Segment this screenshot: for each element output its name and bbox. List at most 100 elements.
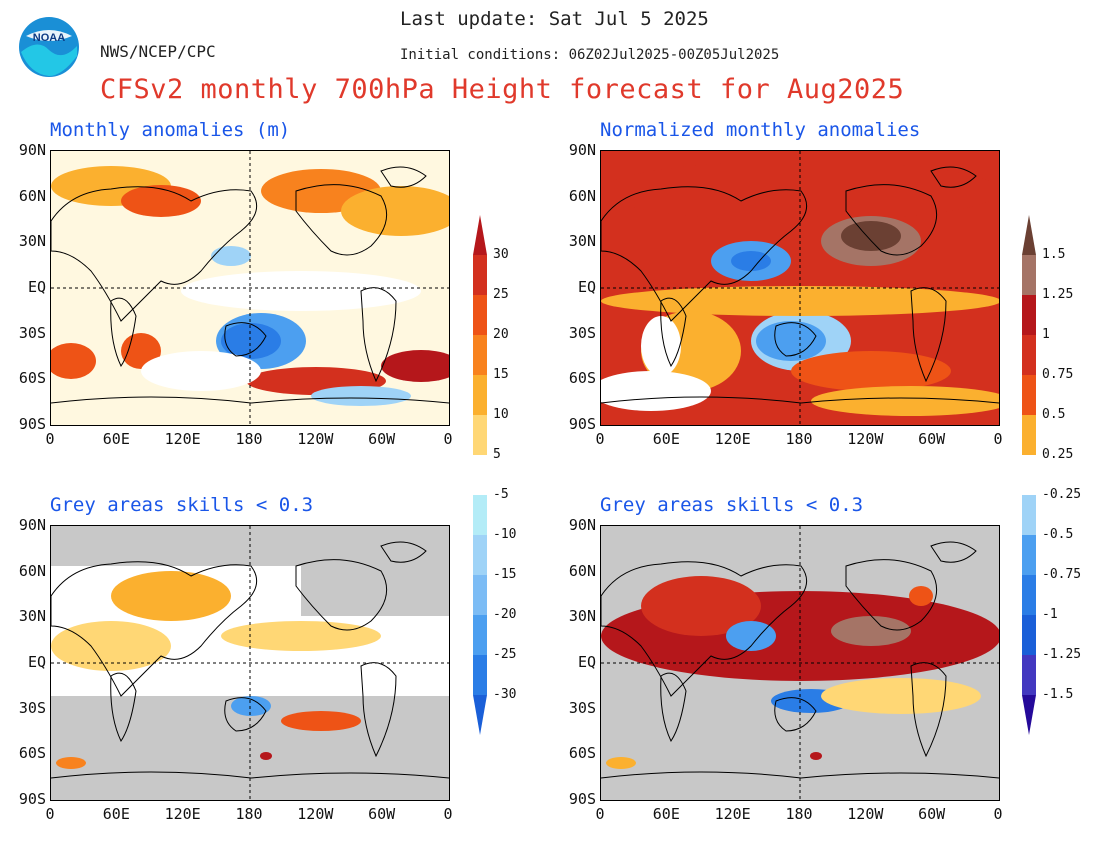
lat-label: 90N xyxy=(18,141,46,159)
colorbar-label: -5 xyxy=(493,487,509,502)
lon-label: 0 xyxy=(993,430,1003,448)
lat-label: 30N xyxy=(18,607,46,626)
lat-label: EQ xyxy=(27,653,46,671)
colorbar-label: 0.75 xyxy=(1042,367,1074,382)
colorbar-label: 10 xyxy=(493,407,509,422)
lon-label: 180 xyxy=(235,430,263,448)
lon-label: 0 xyxy=(45,430,55,448)
colorbar-label: -20 xyxy=(493,607,517,622)
lat-label: 90S xyxy=(568,790,596,808)
lon-label: 120E xyxy=(714,805,751,823)
lon-label: 180 xyxy=(785,430,813,448)
lat-label: 90N xyxy=(568,141,596,159)
colorbar-bin xyxy=(1022,695,1036,735)
lon-label: 60E xyxy=(652,805,680,823)
lat-label: 30S xyxy=(568,698,596,717)
colorbar-bin xyxy=(1022,535,1036,575)
colorbar-bin xyxy=(1022,415,1036,455)
colorbar-label: -10 xyxy=(493,527,517,542)
panel-title-top-right: Normalized monthly anomalies xyxy=(600,119,921,141)
lon-label: 0 xyxy=(993,805,1003,823)
colorbar-bin xyxy=(1022,655,1036,695)
lat-label: EQ xyxy=(577,653,596,671)
lon-label: 120W xyxy=(297,805,334,823)
org-label: NWS/NCEP/CPC xyxy=(100,42,216,61)
colorbar-label: -0.25 xyxy=(1042,487,1082,502)
colorbar-bin xyxy=(473,215,487,255)
lon-label: 120W xyxy=(847,805,884,823)
lat-label: EQ xyxy=(577,278,596,296)
colorbar-bin xyxy=(473,655,487,695)
map-panel-skill-normalized xyxy=(600,525,1000,801)
map-panel-skill-anomalies xyxy=(50,525,450,801)
page-title: CFSv2 monthly 700hPa Height forecast for… xyxy=(100,74,905,105)
lat-label: 30S xyxy=(18,698,46,717)
lat-label: 60S xyxy=(568,369,596,388)
colorbar-strip xyxy=(473,215,487,735)
colorbar-bin xyxy=(1022,295,1036,335)
lon-label: 0 xyxy=(595,805,605,823)
lon-label: 120E xyxy=(714,430,751,448)
colorbar-label: 20 xyxy=(493,327,509,342)
logo-text: NOAA xyxy=(33,32,65,44)
colorbar-bin xyxy=(473,575,487,615)
colorbar-bin xyxy=(473,375,487,415)
lat-label: 60S xyxy=(568,744,596,763)
lat-label: 90N xyxy=(18,516,46,534)
lon-label: 0 xyxy=(45,805,55,823)
lon-label: 180 xyxy=(235,805,263,823)
lat-label: 60S xyxy=(18,744,46,763)
colorbar-label: 0.25 xyxy=(1042,447,1074,462)
lon-label: 60W xyxy=(918,430,946,448)
lon-label: 120E xyxy=(164,805,201,823)
panel-title-bottom-left: Grey areas skills < 0.3 xyxy=(50,494,314,516)
lon-label: 180 xyxy=(785,805,813,823)
colorbar-bin xyxy=(1022,215,1036,255)
colorbar-bin xyxy=(473,295,487,335)
colorbar-bin xyxy=(473,535,487,575)
lat-label: 60N xyxy=(568,186,596,205)
lat-label: 30N xyxy=(18,232,46,251)
colorbar-label: 0.5 xyxy=(1042,407,1066,422)
lon-label: 60E xyxy=(102,805,130,823)
colorbar-bin xyxy=(1022,375,1036,415)
lat-label: 60N xyxy=(18,186,46,205)
lat-label: 90S xyxy=(18,790,46,808)
lat-label: 90S xyxy=(568,415,596,433)
lat-label: 30N xyxy=(568,607,596,626)
lat-label: 60N xyxy=(568,561,596,580)
colorbar-bin xyxy=(1022,615,1036,655)
colorbar-label: 1.25 xyxy=(1042,287,1074,302)
colorbar-label: -1.5 xyxy=(1042,687,1074,702)
colorbar-label: 15 xyxy=(493,367,509,382)
lat-label: 90N xyxy=(568,516,596,534)
colorbar-label: -30 xyxy=(493,687,517,702)
lat-label: 90S xyxy=(18,415,46,433)
noaa-logo: NOAA xyxy=(18,16,80,78)
colorbar-label: -0.5 xyxy=(1042,527,1074,542)
last-update: Last update: Sat Jul 5 2025 xyxy=(400,8,709,30)
colorbar-bin xyxy=(1022,335,1036,375)
colorbar-bin xyxy=(473,455,487,495)
colorbar-bin xyxy=(1022,575,1036,615)
colorbar-label: 30 xyxy=(493,247,509,262)
lon-label: 0 xyxy=(595,430,605,448)
colorbar-label: 25 xyxy=(493,287,509,302)
lon-label: 60E xyxy=(102,430,130,448)
lat-label: 60S xyxy=(18,369,46,388)
colorbar-label: 1 xyxy=(1042,327,1050,342)
colorbar-label: -0.75 xyxy=(1042,567,1082,582)
colorbar-label: -15 xyxy=(493,567,517,582)
lon-label: 60W xyxy=(368,805,396,823)
initial-conditions: Initial conditions: 06Z02Jul2025-00Z05Ju… xyxy=(400,47,780,63)
lon-label: 60W xyxy=(368,430,396,448)
lon-label: 0 xyxy=(443,430,453,448)
colorbar-bin xyxy=(1022,255,1036,295)
colorbar-label: -25 xyxy=(493,647,517,662)
lat-label: 30N xyxy=(568,232,596,251)
lat-label: 60N xyxy=(18,561,46,580)
colorbar-label: 5 xyxy=(493,447,501,462)
colorbar-bin xyxy=(473,615,487,655)
lon-label: 0 xyxy=(443,805,453,823)
colorbar-strip xyxy=(1022,215,1036,735)
